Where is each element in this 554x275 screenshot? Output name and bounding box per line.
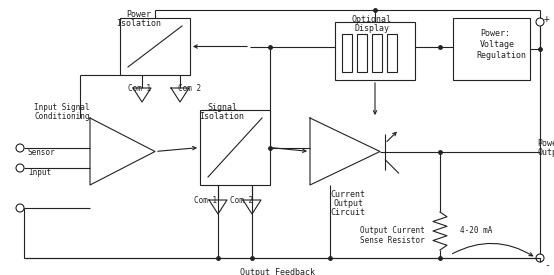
- Bar: [335, 22, 415, 80]
- Bar: [357, 34, 367, 72]
- Text: Power:: Power:: [480, 29, 510, 38]
- Bar: [200, 110, 270, 185]
- Text: Isolation: Isolation: [199, 112, 244, 121]
- Text: Com 1: Com 1: [128, 84, 151, 93]
- Polygon shape: [310, 118, 380, 185]
- Bar: [120, 18, 190, 75]
- Text: Power: Power: [126, 10, 151, 19]
- Text: Conditioning: Conditioning: [34, 112, 90, 121]
- Text: Power/: Power/: [537, 138, 554, 147]
- Text: Signal: Signal: [207, 103, 237, 112]
- Bar: [372, 34, 382, 72]
- Text: Isolation: Isolation: [116, 19, 162, 28]
- Text: Circuit: Circuit: [331, 208, 366, 217]
- Text: Voltage: Voltage: [480, 40, 515, 49]
- Text: Output: Output: [537, 148, 554, 157]
- Text: Com 2: Com 2: [230, 196, 253, 205]
- Text: Output: Output: [333, 199, 363, 208]
- Text: Com 2: Com 2: [178, 84, 201, 93]
- Text: Output Feedback: Output Feedback: [239, 268, 315, 275]
- Text: -: -: [544, 260, 550, 270]
- Text: Display: Display: [355, 24, 389, 33]
- Bar: [342, 34, 352, 72]
- Text: Regulation: Regulation: [476, 51, 526, 60]
- Text: 4-20 mA: 4-20 mA: [460, 226, 493, 235]
- Bar: [453, 18, 530, 80]
- Text: Output Current: Output Current: [360, 226, 425, 235]
- Text: Com 1: Com 1: [194, 196, 217, 205]
- Text: Current: Current: [331, 190, 366, 199]
- Bar: [387, 34, 397, 72]
- Text: Sense Resistor: Sense Resistor: [360, 236, 425, 245]
- Text: Input Signal: Input Signal: [34, 103, 90, 112]
- Text: Input: Input: [28, 168, 51, 177]
- Text: +: +: [544, 14, 550, 24]
- Text: Optional: Optional: [352, 15, 392, 24]
- Polygon shape: [90, 118, 155, 185]
- Text: Sensor: Sensor: [28, 148, 56, 157]
